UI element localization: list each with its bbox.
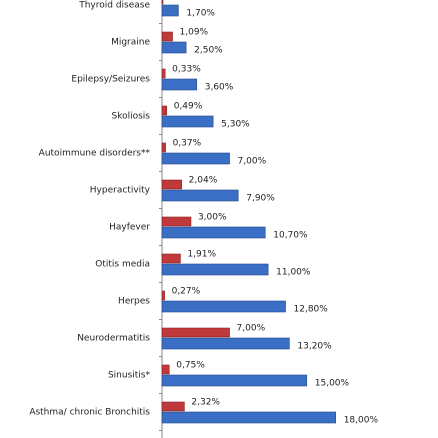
value-label: 5,30% <box>221 120 250 130</box>
category-label: Hayfever <box>109 223 150 233</box>
bar <box>161 216 192 227</box>
bar <box>161 300 286 313</box>
bar <box>161 4 179 17</box>
value-label: 1,70% <box>186 9 215 19</box>
bar <box>161 263 269 276</box>
value-label: 2,50% <box>194 46 223 56</box>
bar <box>161 374 308 387</box>
bar <box>161 152 230 165</box>
bar <box>161 0 164 5</box>
value-label: 15,00% <box>315 379 350 389</box>
bar <box>161 290 165 301</box>
bar <box>161 411 336 424</box>
value-label: 2,04% <box>189 176 218 186</box>
value-label: 3,60% <box>205 83 234 93</box>
category-label: Herpes <box>118 297 150 307</box>
bar <box>161 31 173 42</box>
bar <box>161 401 185 412</box>
bar <box>161 253 181 264</box>
bar <box>161 364 170 375</box>
value-label: 0,75% <box>176 361 205 371</box>
category-label: Autoimmune disorders** <box>39 149 151 159</box>
category-label: Migraine <box>111 38 150 48</box>
value-label: 18,00% <box>344 416 379 426</box>
bar <box>161 226 266 239</box>
category-label: Hyperactivity <box>90 186 151 196</box>
category-label: Asthma/ chronic Bronchitis <box>29 408 150 418</box>
value-label: 12,80% <box>294 305 329 315</box>
category-label: Neurodermatitis <box>77 334 150 344</box>
value-label: 0,37% <box>173 139 202 149</box>
value-label: 10,70% <box>273 231 308 241</box>
bar <box>161 337 290 350</box>
value-label: 13,20% <box>297 342 332 352</box>
bar <box>161 142 166 153</box>
bar <box>161 41 187 54</box>
category-label: Epilepsy/Seizures <box>71 75 150 85</box>
value-label: 7,00% <box>238 157 267 167</box>
value-label: 1,91% <box>187 250 216 260</box>
category-label: Thyroid disease <box>78 1 150 11</box>
bar <box>161 179 182 190</box>
value-label: 7,00% <box>237 324 266 334</box>
value-label: 11,00% <box>276 268 311 278</box>
bar <box>161 189 239 202</box>
value-label: 0,49% <box>174 102 203 112</box>
value-label: 0,27% <box>172 287 201 297</box>
category-label: Otitis media <box>95 260 150 270</box>
value-label: 2,32% <box>191 398 220 408</box>
value-label: 1,09% <box>180 28 209 38</box>
value-label: 3,00% <box>198 213 227 223</box>
bar <box>161 78 198 91</box>
bar <box>161 327 230 338</box>
bar <box>161 105 168 116</box>
bar <box>161 68 166 79</box>
value-label: 0,10% <box>170 0 199 1</box>
category-label: Skoliosis <box>112 112 151 122</box>
category-label: Sinusitis* <box>108 371 151 381</box>
value-label: 0,33% <box>172 65 201 75</box>
value-label: 7,90% <box>246 194 275 204</box>
bar <box>161 115 214 128</box>
